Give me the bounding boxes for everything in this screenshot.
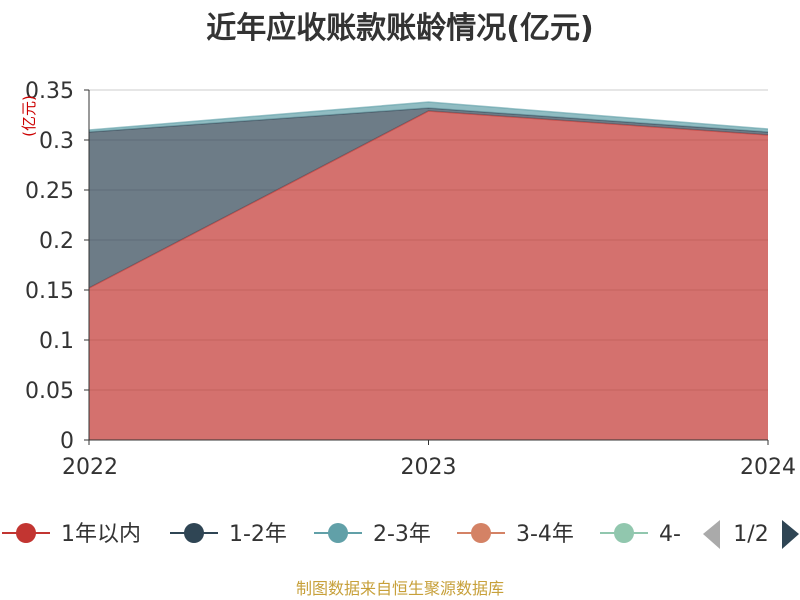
area-series [89, 111, 768, 440]
source-note: 制图数据来自恒生聚源数据库 [296, 579, 504, 598]
y-tick-label: 0.2 [39, 229, 74, 254]
legend-label: 4- [659, 522, 681, 547]
legend-item[interactable]: 2-3年 [314, 522, 431, 547]
area-series [89, 108, 768, 288]
chart-title: 近年应收账款账龄情况(亿元) [206, 11, 593, 46]
plot-areas [88, 101, 769, 440]
legend-next-icon[interactable] [782, 520, 799, 549]
x-tick-label: 2022 [62, 455, 118, 480]
y-tick-labels: 0 0.05 0.1 0.15 0.2 0.25 0.3 0.35 [25, 79, 74, 454]
y-tick-label: 0.1 [39, 329, 74, 354]
legend-label: 1年以内 [61, 522, 141, 547]
legend-label: 1-2年 [229, 522, 287, 547]
y-tick-label: 0.25 [25, 179, 74, 204]
series-line [88, 101, 769, 131]
area-series [89, 102, 768, 132]
legend-label: 2-3年 [373, 522, 431, 547]
x-tick-label: 2024 [740, 455, 796, 480]
legend-pager: 1/2 [703, 520, 799, 549]
y-tick-label: 0.3 [39, 129, 74, 154]
y-tick-label: 0.35 [25, 79, 74, 104]
legend-label: 3-4年 [516, 522, 574, 547]
x-tick-label: 2023 [401, 455, 457, 480]
y-tick-label: 0 [60, 429, 74, 454]
legend-prev-icon[interactable] [703, 520, 720, 549]
legend-item[interactable]: 3-4年 [457, 522, 574, 547]
legend-item[interactable]: 1年以内 [2, 522, 141, 547]
y-tick-label: 0.15 [25, 279, 74, 304]
legend-marker [184, 523, 204, 543]
axes [84, 89, 769, 445]
legend-page-indicator: 1/2 [733, 522, 768, 547]
legend-marker [471, 523, 491, 543]
x-tick-labels: 2022 2023 2024 [62, 455, 796, 480]
legend-marker [328, 523, 348, 543]
y-axis-label: (亿元) [20, 95, 38, 137]
legend: 1年以内 1-2年 2-3年 3-4年 4- [2, 522, 681, 547]
legend-item[interactable]: 4- [600, 522, 681, 547]
legend-marker [16, 523, 36, 543]
legend-marker [614, 523, 634, 543]
y-tick-label: 0.05 [25, 379, 74, 404]
legend-item[interactable]: 1-2年 [170, 522, 287, 547]
